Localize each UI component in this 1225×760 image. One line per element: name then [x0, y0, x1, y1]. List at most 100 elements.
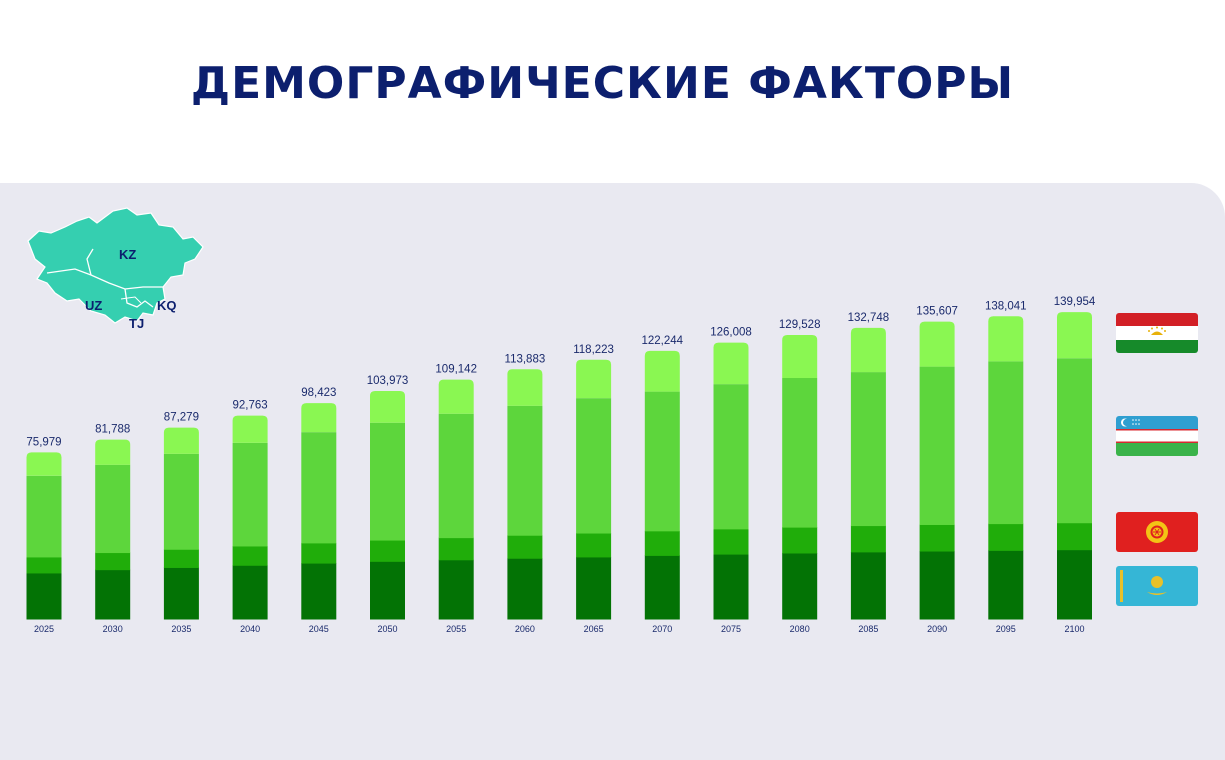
page-title: ДЕМОГРАФИЧЕСКИЕ ФАКТОРЫ — [190, 58, 1015, 109]
bar-segment — [438, 537, 474, 561]
bar-segment — [232, 545, 268, 566]
bar-2025 — [26, 452, 62, 620]
bar-2055 — [438, 379, 474, 620]
bar-2075 — [713, 342, 749, 620]
bar-segment — [644, 391, 680, 532]
bar-segment — [713, 528, 749, 555]
x-tick-label: 2060 — [515, 624, 535, 634]
bar-2030 — [95, 439, 131, 620]
bar-segment — [232, 415, 268, 443]
bar-segment — [370, 561, 405, 620]
bar-segment — [438, 379, 474, 414]
data-label: 138,041 — [985, 300, 1027, 312]
x-tick-label: 2025 — [34, 624, 54, 634]
bar-segment — [438, 559, 474, 620]
data-label: 92,763 — [233, 400, 268, 412]
kazakhstan-flag-icon — [1116, 566, 1198, 606]
bar-2045 — [301, 403, 337, 620]
map-shape — [27, 207, 204, 324]
data-label: 139,954 — [1054, 296, 1096, 308]
bar-segment — [1057, 522, 1092, 551]
bar-segment — [576, 398, 612, 534]
bar-2095 — [988, 316, 1024, 620]
bar-2080 — [782, 334, 818, 620]
bar-segment — [576, 359, 612, 399]
bar-segment — [301, 403, 337, 433]
bar-2065 — [576, 359, 612, 620]
bar-segment — [163, 427, 199, 454]
x-tick-label: 2030 — [103, 624, 123, 634]
kyrgyzstan-flag-icon — [1116, 512, 1198, 552]
x-tick-label: 2055 — [446, 624, 466, 634]
bar-segment — [95, 464, 131, 554]
bar-segment — [988, 361, 1024, 525]
bar-segment — [850, 372, 886, 527]
bar-segment — [713, 554, 749, 620]
bar-segment — [576, 533, 612, 558]
bar-segment — [95, 439, 131, 465]
bar-2090 — [919, 321, 955, 620]
bar-segment — [507, 535, 543, 559]
data-label: 118,223 — [573, 344, 614, 356]
bar-segment — [782, 552, 818, 620]
map-label-tj: TJ — [129, 316, 144, 331]
data-label: 87,279 — [164, 412, 199, 424]
bar-segment — [301, 563, 337, 620]
bar-segment — [301, 432, 337, 544]
bar-segment — [644, 350, 680, 392]
bar-segment — [850, 327, 886, 373]
bar-segment — [370, 540, 405, 562]
data-label: 75,979 — [26, 436, 61, 448]
map-label-uz: UZ — [85, 298, 102, 313]
bar-segment — [919, 321, 955, 367]
data-label: 109,142 — [435, 364, 477, 376]
x-tick-label: 2100 — [1064, 624, 1084, 634]
bar-2035 — [163, 427, 199, 620]
bar-segment — [163, 549, 199, 568]
data-label: 81,788 — [95, 424, 130, 436]
bar-segment — [438, 413, 474, 539]
bar-segment — [1057, 312, 1092, 359]
map-label-kz: KZ — [119, 247, 136, 262]
uzbekistan-flag-icon — [1116, 416, 1198, 456]
x-tick-label: 2050 — [377, 624, 397, 634]
bar-segment — [26, 572, 62, 620]
bar-2100 — [1057, 312, 1092, 620]
bar-segment — [95, 552, 131, 571]
bar-2070 — [644, 350, 680, 620]
x-tick-label: 2040 — [240, 624, 260, 634]
data-label: 122,244 — [642, 335, 684, 347]
bar-segment — [507, 558, 543, 620]
bar-segment — [507, 369, 543, 406]
bar-2085 — [850, 327, 886, 620]
bar-segment — [988, 550, 1024, 620]
bar-segment — [782, 334, 818, 379]
x-tick-label: 2085 — [858, 624, 878, 634]
data-label: 98,423 — [301, 387, 336, 399]
bar-segment — [988, 316, 1024, 362]
bar-segment — [370, 422, 405, 541]
bar-segment — [95, 569, 131, 620]
bar-segment — [163, 453, 199, 550]
bar-segment — [919, 524, 955, 552]
bar-segment — [1057, 358, 1092, 524]
bar-segment — [988, 523, 1024, 551]
data-label: 103,973 — [367, 375, 409, 387]
bar-segment — [782, 378, 818, 528]
x-tick-label: 2035 — [171, 624, 191, 634]
data-label: 135,607 — [916, 306, 958, 318]
bar-segment — [850, 551, 886, 620]
x-tick-label: 2045 — [309, 624, 329, 634]
tajikistan-flag-icon — [1116, 313, 1198, 353]
bar-segment — [507, 405, 543, 536]
bar-segment — [1057, 549, 1092, 620]
x-tick-label: 2090 — [927, 624, 947, 634]
central-asia-map: KZ UZ KQ TJ — [25, 203, 210, 333]
bar-segment — [26, 452, 62, 476]
x-tick-label: 2070 — [652, 624, 672, 634]
data-label: 113,883 — [505, 353, 546, 365]
stacked-bar-chart: 75,979 2025 81,788 2030 87,279 2035 92,763 2040… — [26, 296, 1096, 634]
bar-segment — [850, 525, 886, 553]
bar-segment — [232, 565, 268, 620]
x-tick-label: 2095 — [996, 624, 1016, 634]
